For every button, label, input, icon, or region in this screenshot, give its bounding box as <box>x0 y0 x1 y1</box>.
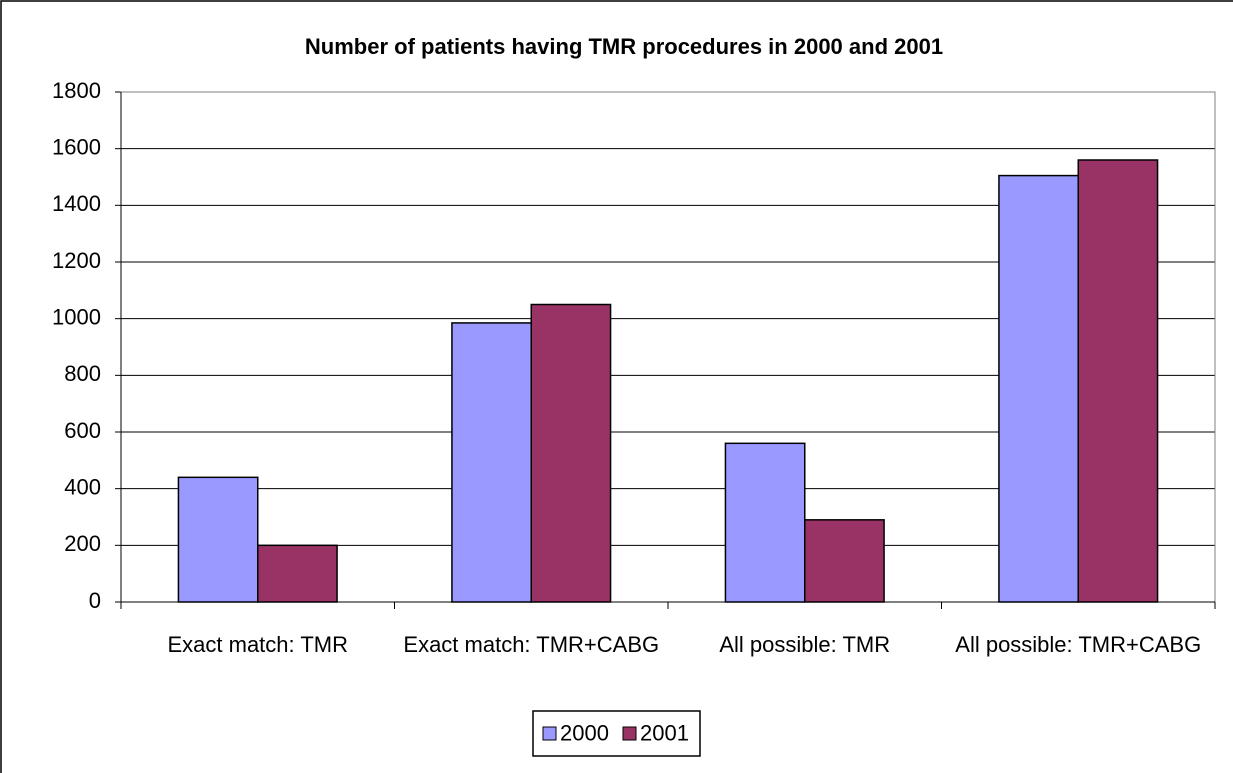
y-tick-label: 600 <box>64 418 101 443</box>
y-tick-label: 1000 <box>52 304 101 329</box>
bar <box>724 442 806 603</box>
bar <box>177 476 259 603</box>
legend-box <box>532 710 701 757</box>
chart-title: Number of patients having TMR procedures… <box>305 34 943 59</box>
y-tick-label: 1400 <box>52 191 101 216</box>
x-tick-label: Exact match: TMR <box>167 632 349 657</box>
y-tick-label: 0 <box>89 588 101 613</box>
y-tick-label: 1800 <box>52 78 101 103</box>
legend-label: 2001 <box>640 720 689 745</box>
y-tick-label: 800 <box>64 361 101 386</box>
legend-label: 2000 <box>560 720 609 745</box>
bar <box>451 322 532 603</box>
y-tick-label: 1600 <box>52 134 101 159</box>
bar <box>1077 159 1159 603</box>
y-tick-label: 400 <box>64 474 101 499</box>
y-tick-label: 1200 <box>52 248 101 273</box>
x-tick-label: Exact match: TMR+CABG <box>403 632 660 657</box>
legend-swatch <box>622 726 637 741</box>
bar <box>804 519 885 603</box>
x-tick-label: All possible: TMR <box>719 632 891 657</box>
legend-swatch <box>542 726 557 741</box>
x-tick-label: All possible: TMR+CABG <box>955 632 1202 657</box>
bar <box>998 174 1079 603</box>
bar <box>530 303 612 603</box>
bar <box>257 544 338 603</box>
y-tick-label: 200 <box>64 531 101 556</box>
